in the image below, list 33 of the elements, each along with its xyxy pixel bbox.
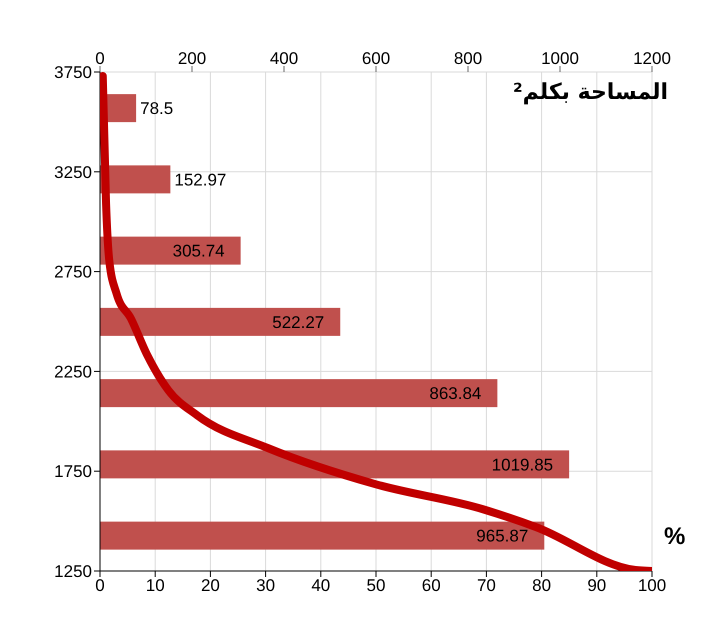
x2-tick-label: 0	[95, 49, 105, 68]
data-label: 1019.85	[492, 455, 554, 474]
x2-tick-label: 1000	[541, 49, 579, 68]
y-tick-label: 1750	[54, 462, 92, 482]
data-label: 305.74	[172, 242, 225, 261]
x-tick-label: 60	[422, 576, 441, 596]
data-label: 863.84	[429, 384, 482, 404]
y-tick-label: 1250	[54, 562, 92, 582]
y-tick-label: 3250	[54, 162, 92, 182]
x2-tick-label: 400	[270, 49, 298, 68]
x-tick-label: 50	[366, 576, 386, 596]
x-tick-label: 10	[146, 576, 165, 596]
x-tick-label: 100	[638, 576, 666, 596]
data-label: 965.87	[476, 526, 528, 546]
x-axis-title: %	[664, 523, 686, 551]
y-tick-label: 2250	[54, 362, 92, 382]
x-tick-label: 0	[95, 576, 105, 596]
x2-tick-label: 200	[178, 49, 206, 68]
x-tick-label: 90	[587, 576, 606, 596]
x-tick-label: 30	[256, 576, 276, 596]
x-tick-label: 80	[532, 576, 552, 596]
x-tick-label: 40	[311, 576, 330, 596]
y-tick-label: 3750	[54, 63, 92, 82]
x2-tick-label: 1200	[633, 49, 671, 68]
y-tick-label: 2750	[54, 262, 92, 282]
x2-tick-label: 800	[454, 49, 482, 68]
x-tick-label: 20	[200, 576, 220, 596]
data-label: 78.5	[140, 99, 174, 118]
data-label: 152.97	[174, 170, 226, 190]
x2-axis-title: المساحة بكلم²	[513, 80, 668, 105]
data-label: 522.27	[272, 312, 324, 332]
x-tick-label: 70	[476, 576, 496, 596]
x2-tick-label: 600	[362, 49, 390, 68]
